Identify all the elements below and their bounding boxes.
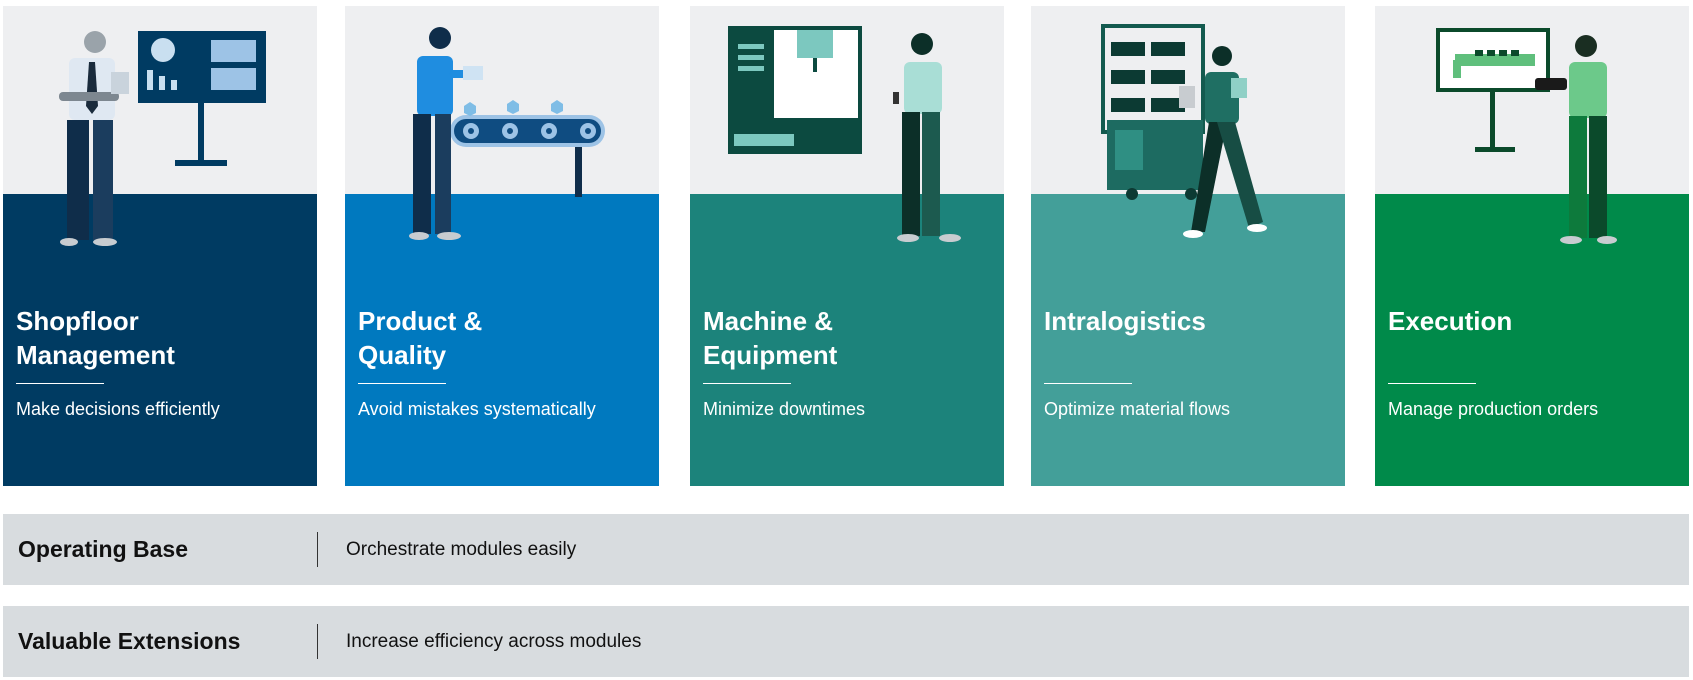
divider (16, 383, 104, 384)
card-color-panel (345, 194, 659, 486)
card-illustration-background (345, 6, 659, 194)
divider (358, 383, 446, 384)
card-subtitle: Optimize material flows (1044, 399, 1231, 419)
card-title: Product & Quality (358, 306, 483, 370)
band-description: Increase efficiency across modules (346, 631, 642, 652)
card-subtitle: Minimize downtimes (703, 399, 866, 419)
card-title: Shopfloor Management (16, 306, 175, 370)
card-title: Intralogistics (1044, 306, 1206, 336)
person-with-machine-illustration (728, 26, 961, 242)
person-with-production-screen-illustration (1436, 28, 1617, 244)
card-intralogistics[interactable]: Intralogistics Optimize material flows (1031, 6, 1345, 486)
card-color-panel (3, 194, 317, 486)
band-separator (317, 532, 318, 567)
band-label: Operating Base (18, 536, 188, 562)
card-color-panel (1375, 194, 1689, 486)
band-separator (317, 624, 318, 659)
card-title: Machine & Equipment (703, 306, 838, 370)
card-color-panel (1031, 194, 1345, 486)
card-color-panel (690, 194, 1004, 486)
card-subtitle: Manage production orders (1388, 399, 1599, 419)
divider (1388, 383, 1476, 384)
person-with-dashboard-illustration (59, 31, 266, 246)
card-machine-equipment[interactable]: Machine & Equipment Minimize downtimes (690, 6, 1004, 486)
band-valuable-extensions[interactable]: Valuable Extensions Increase efficiency … (3, 606, 1689, 677)
person-with-shelf-cart-illustration (1101, 24, 1267, 238)
divider (1044, 383, 1132, 384)
card-product-quality[interactable]: Product & Quality Avoid mistakes systema… (345, 6, 659, 486)
card-title: Execution (1388, 306, 1513, 336)
card-subtitle: Avoid mistakes systematically (358, 399, 596, 419)
card-subtitle: Make decisions efficiently (16, 399, 220, 419)
band-label: Valuable Extensions (18, 628, 241, 654)
divider (703, 383, 791, 384)
band-operating-base[interactable]: Operating Base Orchestrate modules easil… (3, 514, 1689, 585)
card-execution[interactable]: Execution Manage production orders (1375, 6, 1689, 486)
person-at-conveyor-illustration (409, 27, 605, 240)
card-shopfloor-management[interactable]: Shopfloor Management Make decisions effi… (3, 6, 317, 486)
band-description: Orchestrate modules easily (346, 539, 577, 560)
